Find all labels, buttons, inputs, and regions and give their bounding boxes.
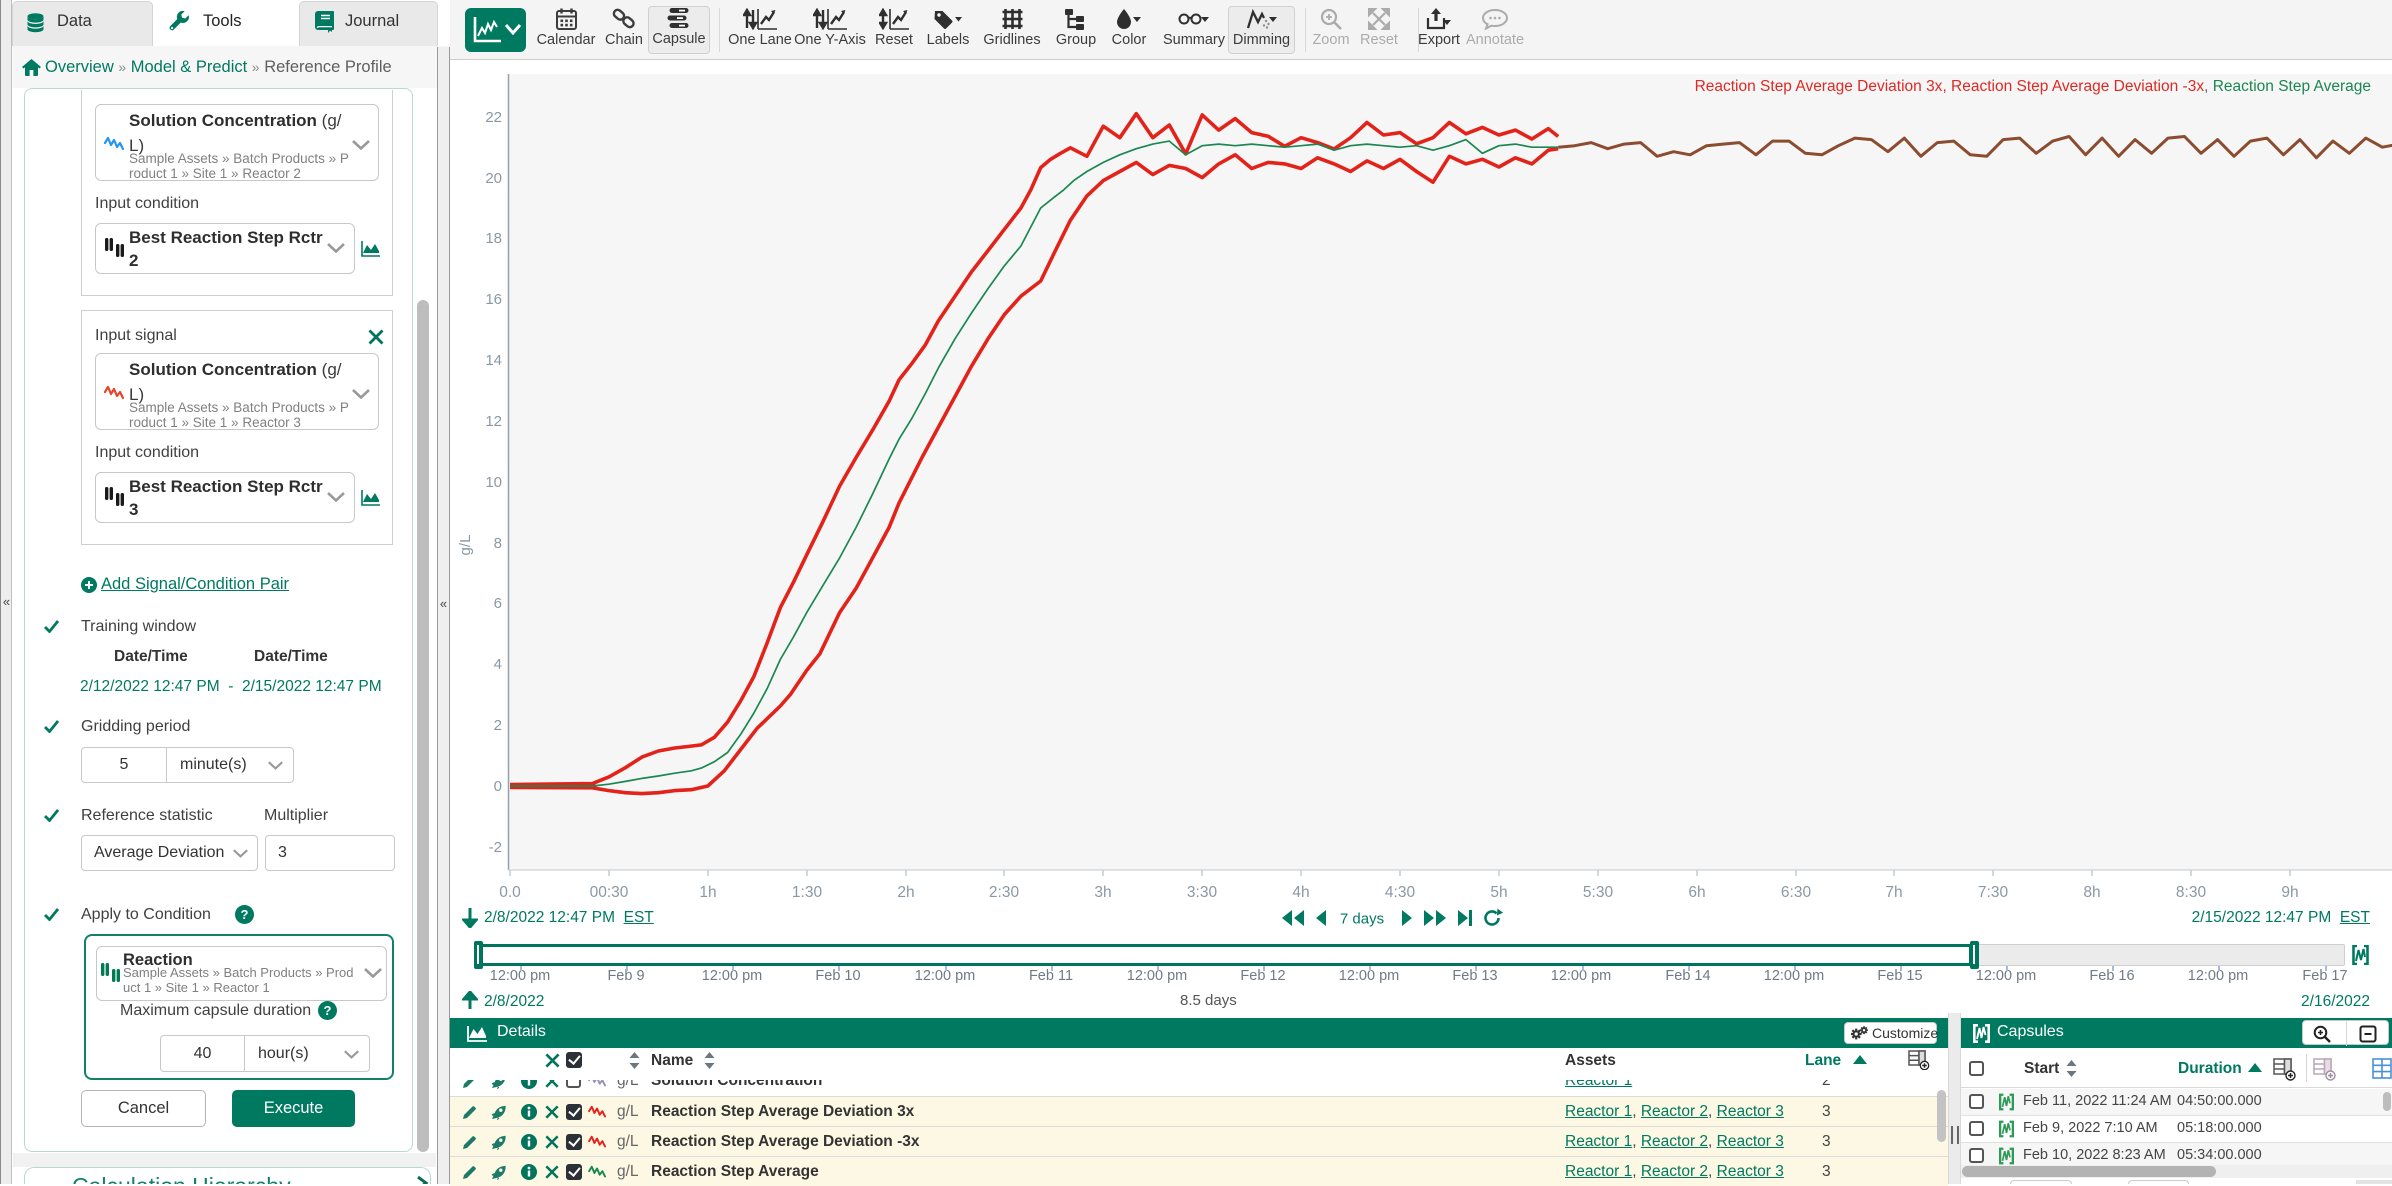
svg-text:?: ?	[241, 907, 249, 922]
svg-text:8:30: 8:30	[2176, 884, 2207, 901]
svg-text:0.0: 0.0	[499, 884, 521, 901]
svg-text:4h: 4h	[1292, 884, 1309, 901]
svg-text:20: 20	[485, 170, 502, 187]
svg-text:6:30: 6:30	[1781, 884, 1812, 901]
svg-text:4: 4	[494, 656, 502, 673]
svg-text:8: 8	[494, 535, 502, 552]
svg-text:Reaction Step Average Deviatio: Reaction Step Average Deviation 3x, Reac…	[1695, 78, 2371, 95]
svg-text:16: 16	[485, 291, 502, 308]
svg-text:22: 22	[485, 109, 502, 126]
svg-text:6: 6	[494, 595, 502, 612]
svg-text:00:30: 00:30	[590, 884, 629, 901]
svg-text:1h: 1h	[699, 884, 716, 901]
svg-text:14: 14	[485, 352, 502, 369]
svg-text:18: 18	[485, 230, 502, 247]
svg-text:2h: 2h	[897, 884, 914, 901]
svg-text:0: 0	[494, 778, 502, 795]
svg-text:3:30: 3:30	[1187, 884, 1218, 901]
svg-text:5h: 5h	[1490, 884, 1507, 901]
svg-text:7 days: 7 days	[1340, 911, 1384, 928]
svg-text:5:30: 5:30	[1583, 884, 1614, 901]
svg-text:9h: 9h	[2281, 884, 2298, 901]
svg-text:8h: 8h	[2083, 884, 2100, 901]
svg-text:2:30: 2:30	[989, 884, 1020, 901]
svg-text:2: 2	[494, 717, 502, 734]
svg-text:-2: -2	[489, 839, 502, 856]
svg-text:3h: 3h	[1094, 884, 1111, 901]
svg-text:1:30: 1:30	[792, 884, 823, 901]
svg-text:12: 12	[485, 413, 502, 430]
svg-text:4:30: 4:30	[1385, 884, 1416, 901]
svg-text:7h: 7h	[1885, 884, 1902, 901]
svg-text:10: 10	[485, 474, 502, 491]
svg-text:6h: 6h	[1688, 884, 1705, 901]
svg-text:7:30: 7:30	[1978, 884, 2009, 901]
svg-text:g/L: g/L	[457, 535, 474, 556]
svg-text:?: ?	[324, 1003, 332, 1018]
